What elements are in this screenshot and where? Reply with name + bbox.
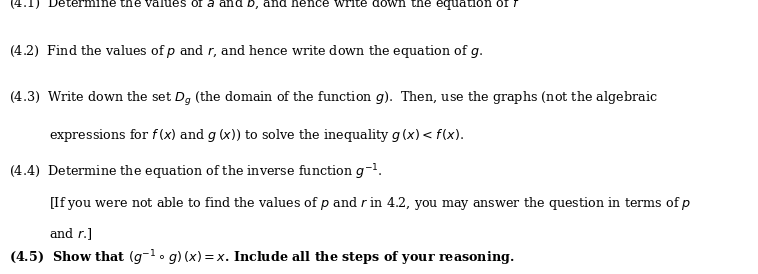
Text: (4.2)  Find the values of $p$ and $r$, and hence write down the equation of $g$.: (4.2) Find the values of $p$ and $r$, an… (9, 43, 483, 60)
Text: (4.5)  Show that $(g^{-1} \circ g)\,(x) = x$. Include all the steps of your reas: (4.5) Show that $(g^{-1} \circ g)\,(x) =… (9, 248, 515, 268)
Text: and $r$.]: and $r$.] (49, 226, 92, 242)
Text: (4.4)  Determine the equation of the inverse function $g^{-1}$.: (4.4) Determine the equation of the inve… (9, 162, 383, 182)
Text: [If you were not able to find the values of $p$ and $r$ in 4.2, you may answer t: [If you were not able to find the values… (49, 195, 692, 212)
Text: (4.3)  Write down the set $D_g$ (the domain of the function $g$).  Then, use the: (4.3) Write down the set $D_g$ (the doma… (9, 90, 658, 108)
Text: (4.1)  Determine the values of $a$ and $b$, and hence write down the equation of: (4.1) Determine the values of $a$ and $b… (9, 0, 520, 12)
Text: expressions for $f\,(x)$ and $g\,(x)$) to solve the inequality $g\,(x) < f\,(x)$: expressions for $f\,(x)$ and $g\,(x)$) t… (49, 127, 465, 144)
